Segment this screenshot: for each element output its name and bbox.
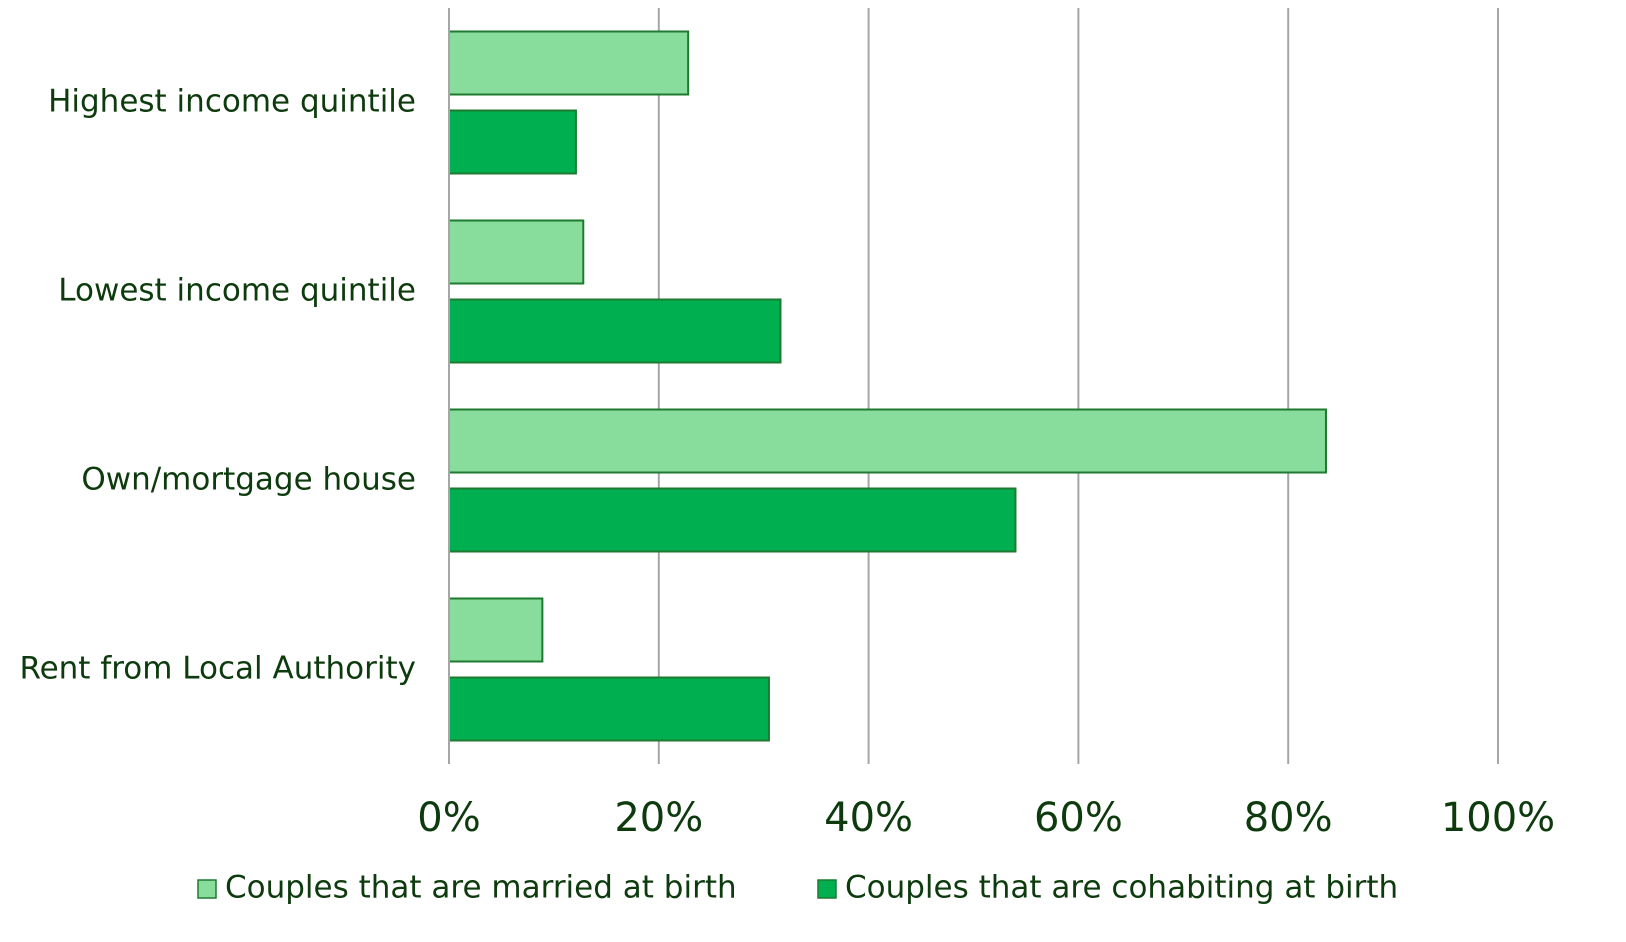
bar-highest-income-quintile-cohabiting [448, 109, 577, 175]
category-labels: Highest income quintile Lowest income qui… [19, 84, 416, 687]
bar-highest-income-quintile-married [448, 30, 690, 96]
x-tick-label-60pct: 60% [1034, 795, 1123, 841]
legend-label-married: Couples that are married at birth [225, 870, 737, 906]
category-label-lowest-income-quintile: Lowest income quintile [58, 273, 416, 309]
bar-rent-from-local-authority-married [448, 597, 544, 663]
x-tick-label-40pct: 40% [824, 795, 913, 841]
bar-lowest-income-quintile-married [448, 219, 585, 285]
category-label-rent-from-local-authority: Rent from Local Authority [19, 651, 416, 687]
gridlines [448, 8, 1499, 764]
x-tick-label-20pct: 20% [614, 795, 703, 841]
legend-label-cohabiting: Couples that are cohabiting at birth [845, 870, 1398, 906]
x-tick-label-100pct: 100% [1441, 795, 1555, 841]
category-label-highest-income-quintile: Highest income quintile [48, 84, 416, 120]
category-label-own-mortgage-house: Own/mortgage house [81, 462, 416, 498]
x-tick-label-0pct: 0% [417, 795, 480, 841]
legend: Couples that are married at birth Couples… [197, 870, 1398, 906]
bar-own-mortgage-house-cohabiting [448, 487, 1017, 553]
bar-rent-from-local-authority-cohabiting [448, 676, 770, 742]
bar-own-mortgage-house-married [448, 408, 1327, 474]
bars [448, 30, 1327, 742]
x-tick-labels: 0% 20% 40% 60% 80% 100% [417, 795, 1555, 841]
x-tick-label-80pct: 80% [1244, 795, 1333, 841]
legend-swatch-married [197, 879, 217, 899]
bar-lowest-income-quintile-cohabiting [448, 298, 782, 364]
legend-swatch-cohabiting [817, 879, 837, 899]
